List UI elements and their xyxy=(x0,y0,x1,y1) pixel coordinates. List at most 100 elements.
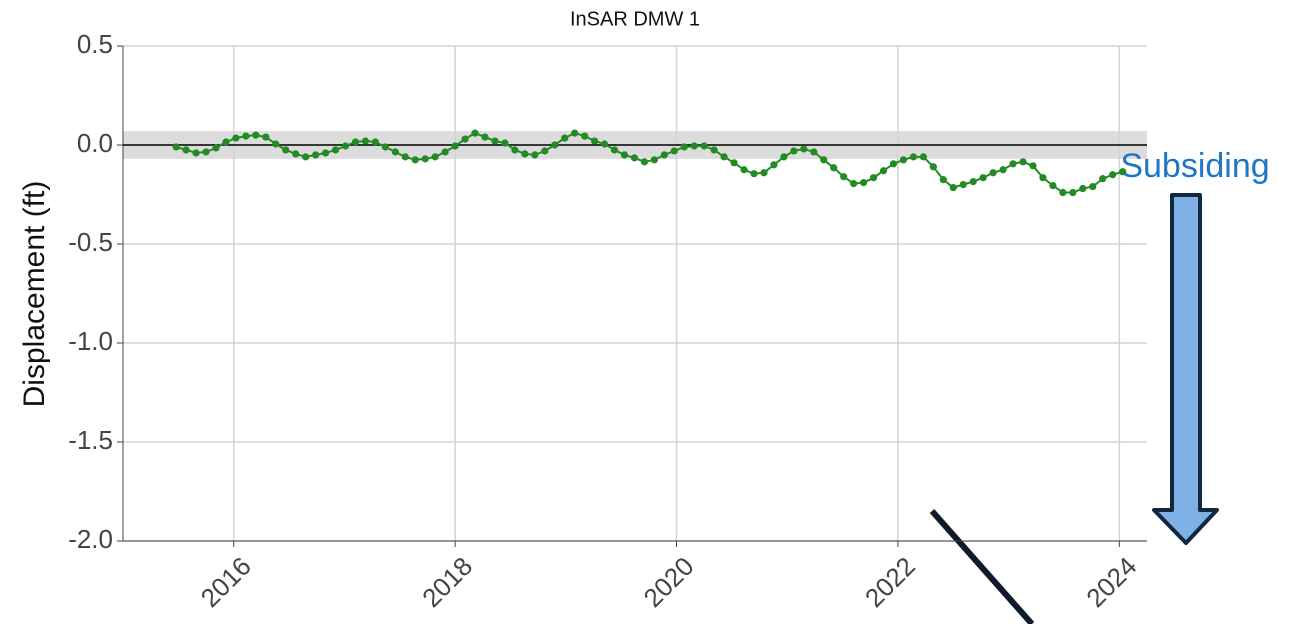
data-point xyxy=(1009,160,1017,168)
data-point xyxy=(312,151,320,159)
data-point xyxy=(521,150,529,158)
data-point xyxy=(620,151,629,159)
data-point xyxy=(1089,182,1097,191)
data-point xyxy=(919,153,927,161)
x-tick-label: 2020 xyxy=(638,551,700,613)
data-point xyxy=(630,154,639,162)
data-point xyxy=(700,142,708,150)
data-point xyxy=(1109,171,1117,179)
data-point xyxy=(690,142,698,150)
data-point xyxy=(371,138,380,146)
data-point xyxy=(561,134,569,142)
data-point xyxy=(850,180,858,188)
y-tick-label: -1.5 xyxy=(68,425,113,455)
data-point xyxy=(889,160,898,168)
data-point xyxy=(810,148,818,156)
data-point xyxy=(282,146,290,154)
data-point xyxy=(262,133,270,141)
data-point xyxy=(491,137,499,145)
data-point xyxy=(1019,158,1027,166)
data-point xyxy=(909,153,918,161)
data-point xyxy=(969,178,977,186)
data-point xyxy=(172,143,180,151)
data-point xyxy=(461,135,469,143)
data-point xyxy=(1029,162,1037,170)
data-point xyxy=(551,141,559,149)
data-point xyxy=(899,156,908,164)
x-tick-label: 2018 xyxy=(416,551,478,613)
data-point xyxy=(650,156,658,164)
annotation: Subsiding xyxy=(1120,147,1269,185)
data-point xyxy=(401,153,409,161)
data-point xyxy=(481,133,489,141)
data-point xyxy=(451,142,459,150)
data-point xyxy=(750,170,758,178)
chart-title: InSAR DMW 1 xyxy=(570,8,700,30)
data-point xyxy=(760,169,768,177)
data-point xyxy=(860,179,868,187)
data-point xyxy=(830,164,838,172)
data-point xyxy=(361,137,370,145)
data-point xyxy=(531,151,539,159)
data-point xyxy=(192,149,200,157)
data-point xyxy=(939,176,947,184)
data-point xyxy=(341,142,350,150)
data-point xyxy=(820,156,828,164)
data-point xyxy=(292,150,300,158)
data-point xyxy=(879,167,888,175)
data-point xyxy=(1099,175,1107,183)
data-point xyxy=(670,147,678,155)
data-point xyxy=(391,148,399,156)
data-point xyxy=(581,132,589,140)
data-point xyxy=(710,146,718,154)
data-point xyxy=(1059,188,1067,197)
data-point xyxy=(999,166,1007,174)
callout-line xyxy=(929,509,1035,624)
data-point xyxy=(242,132,250,140)
data-point xyxy=(321,149,330,157)
data-point xyxy=(730,159,738,167)
data-point xyxy=(232,134,240,142)
data-point xyxy=(869,174,878,182)
data-point xyxy=(1039,174,1047,182)
data-point xyxy=(571,129,579,137)
data-point xyxy=(989,169,997,177)
y-tick-label: -1.0 xyxy=(68,326,113,356)
data-point xyxy=(959,181,967,189)
data-point xyxy=(302,153,310,161)
y-tick-label: 0.5 xyxy=(77,29,113,59)
data-point xyxy=(471,129,479,137)
data-point xyxy=(740,166,748,174)
data-point xyxy=(541,147,549,155)
x-tick-label: 2016 xyxy=(195,551,257,613)
data-point xyxy=(770,161,778,169)
data-point xyxy=(800,145,808,153)
y-tick-label: -0.5 xyxy=(68,227,113,257)
data-point xyxy=(222,138,230,146)
data-point xyxy=(590,137,599,145)
data-point xyxy=(720,153,728,161)
data-point xyxy=(272,140,280,148)
data-point xyxy=(949,183,957,192)
data-point xyxy=(979,174,987,182)
y-axis-label: Displacement (ft) xyxy=(18,181,51,408)
data-point xyxy=(1079,184,1087,193)
x-tick-label: 2022 xyxy=(859,551,921,613)
y-tick-label: -2.0 xyxy=(68,524,113,554)
data-point xyxy=(381,143,389,151)
data-point xyxy=(640,158,649,166)
data-point xyxy=(202,148,210,156)
data-point xyxy=(600,140,609,148)
data-point xyxy=(331,146,340,154)
y-tick-label: 0.0 xyxy=(77,128,113,158)
data-point xyxy=(1069,188,1077,197)
data-point xyxy=(182,146,190,154)
data-point xyxy=(421,155,429,163)
data-point xyxy=(411,156,419,164)
data-point xyxy=(680,143,688,151)
data-point xyxy=(431,153,439,161)
data-point xyxy=(1119,168,1127,176)
data-point xyxy=(660,151,668,159)
data-point xyxy=(212,144,220,152)
